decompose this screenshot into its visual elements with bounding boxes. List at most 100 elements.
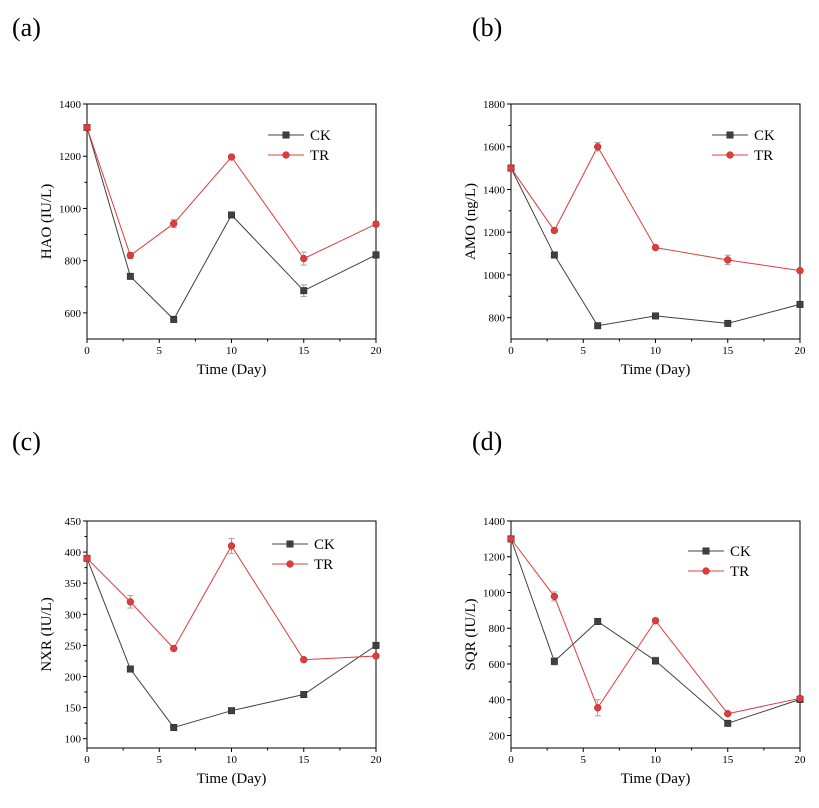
legend-label-tr: TR	[754, 148, 773, 164]
data-point-tr	[594, 143, 602, 151]
data-point-tr	[550, 226, 558, 235]
data-point-tr	[724, 710, 732, 718]
series-tr	[83, 537, 380, 664]
y-tick-label: 1400	[483, 516, 506, 528]
legend-marker-tr	[702, 567, 710, 575]
data-point-ck	[724, 719, 732, 727]
legend-label-ck: CK	[314, 537, 335, 553]
x-axis-title: Time (Day)	[197, 771, 267, 787]
data-point-ck	[550, 657, 558, 665]
legend-marker-tr	[286, 560, 294, 568]
series-line-tr	[510, 145, 801, 272]
y-tick-label: 450	[65, 516, 82, 528]
data-point-ck	[372, 251, 380, 259]
x-tick-label: 20	[795, 754, 807, 766]
series-tr	[507, 535, 804, 718]
x-tick-label: 20	[371, 345, 383, 357]
y-tick-label: 200	[489, 730, 506, 742]
x-tick-label: 20	[371, 754, 383, 766]
panel-label: (c)	[12, 427, 41, 456]
y-tick-label: 1600	[483, 142, 506, 154]
legend-label-ck: CK	[310, 128, 331, 144]
y-tick-label: 1200	[483, 227, 506, 239]
y-tick-label: 1200	[59, 151, 82, 163]
legend: CK TR	[268, 128, 331, 164]
x-axis-title: Time (Day)	[621, 362, 691, 378]
legend-marker-ck	[286, 540, 294, 548]
data-point-ck	[594, 322, 602, 330]
y-tick-label: 1400	[59, 99, 82, 111]
panel-a-hao: (a) 0 5 10 15 20 600 800 1000 1200 1400 Time (Day) H…	[12, 13, 382, 378]
y-tick-label: 100	[65, 734, 82, 746]
data-point-tr	[594, 704, 602, 712]
series-line-ck	[510, 167, 801, 327]
data-point-tr	[796, 694, 804, 702]
x-tick-label: 15	[722, 754, 734, 766]
legend-marker-ck	[726, 131, 734, 139]
data-point-ck	[300, 691, 308, 698]
data-point-tr	[651, 243, 660, 252]
x-tick-label: 5	[157, 754, 163, 766]
series-line-tr	[510, 538, 801, 715]
y-tick-label: 800	[489, 313, 506, 325]
data-point-ck	[594, 618, 602, 625]
data-point-tr	[227, 542, 236, 550]
data-point-ck	[126, 272, 134, 280]
series-tr	[507, 141, 804, 275]
x-tick-label: 15	[298, 345, 310, 357]
data-point-tr	[170, 644, 178, 653]
legend-label-tr: TR	[730, 564, 749, 580]
data-point-ck	[228, 707, 235, 715]
y-tick-label: 1000	[483, 270, 506, 282]
data-point-tr	[550, 592, 558, 601]
x-tick-label: 10	[650, 345, 662, 357]
data-point-tr	[300, 254, 308, 263]
series-ck	[507, 535, 804, 727]
panel-b-amo: (b) 0 5 10 15 20 800 1000 1200 1400 1600 1800 Time (…	[463, 13, 806, 378]
legend-marker-tr	[726, 151, 734, 159]
series-line-ck	[86, 558, 377, 729]
legend-marker-ck	[282, 131, 290, 139]
x-tick-label: 10	[226, 754, 238, 766]
y-tick-label: 800	[489, 623, 506, 635]
x-tick-label: 5	[581, 754, 587, 766]
data-point-ck	[652, 657, 659, 665]
data-point-ck	[228, 211, 235, 219]
series-line-tr	[86, 544, 377, 661]
y-tick-label: 1800	[483, 99, 506, 111]
legend-label-tr: TR	[310, 148, 329, 164]
x-axis-title: Time (Day)	[621, 771, 691, 787]
x-tick-label: 15	[298, 754, 310, 766]
data-point-tr	[126, 251, 135, 260]
data-point-ck	[550, 251, 558, 259]
y-axis-title: NXR (IU/L)	[39, 597, 55, 672]
panel-label: (b)	[472, 13, 502, 42]
data-point-tr	[300, 656, 308, 664]
x-tick-label: 10	[650, 754, 662, 766]
data-point-tr	[83, 123, 91, 132]
y-tick-label: 350	[65, 578, 82, 590]
series-tr	[83, 123, 380, 266]
legend-label-ck: CK	[730, 544, 751, 560]
data-point-ck	[126, 665, 134, 673]
series-ck	[83, 554, 380, 731]
y-tick-label: 150	[65, 703, 82, 715]
legend: CK TR	[712, 128, 775, 164]
data-point-ck	[372, 641, 380, 649]
data-point-tr	[796, 266, 804, 275]
panel-label: (d)	[472, 427, 502, 456]
x-tick-label: 0	[84, 754, 90, 766]
data-point-ck	[170, 315, 178, 323]
y-tick-label: 400	[489, 695, 506, 707]
legend-marker-ck	[702, 547, 710, 555]
panel-d-sqr: (d) 0 5 10 15 20 200 400 600 800 1000 1200 1400 Time …	[463, 427, 806, 787]
data-point-tr	[372, 220, 380, 228]
y-axis-title: HAO (IU/L)	[39, 184, 55, 259]
x-tick-label: 15	[722, 345, 734, 357]
legend: CK TR	[688, 544, 751, 580]
panel-c-nxr: (c) 0 5 10 15 20 100 150 200 250 300 350 400 450 Time …	[12, 427, 382, 787]
x-tick-label: 0	[84, 345, 90, 357]
data-point-ck	[652, 312, 659, 320]
x-tick-label: 5	[581, 345, 587, 357]
data-point-tr	[227, 153, 236, 161]
